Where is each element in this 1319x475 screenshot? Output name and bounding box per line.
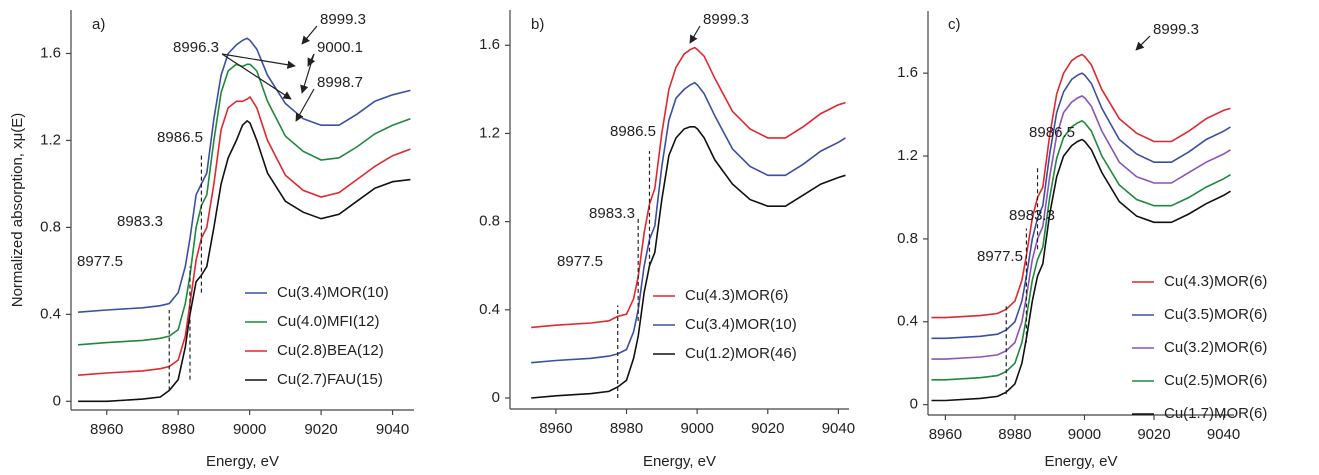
x-tick-label: 9000: [233, 421, 266, 438]
y-tick-label: 0: [492, 389, 500, 406]
y-tick-label: 0.8: [479, 213, 500, 230]
spectrum-line: [78, 37, 411, 313]
legend-label: Cu(2.7)FAU(15): [277, 371, 383, 388]
x-tick-label: 9000: [680, 420, 713, 437]
legend-label: Cu(3.5)MOR(6): [1164, 306, 1267, 323]
marker-label: 8983.3: [589, 205, 635, 222]
peak-arrow: [300, 53, 315, 94]
panel-label: c): [948, 16, 961, 33]
y-axis-label: Normalized absorption, xμ(E): [9, 113, 26, 308]
marker-label: 8986.5: [1029, 124, 1075, 141]
y-tick-label: 1.6: [479, 36, 500, 53]
marker-label: 8977.5: [977, 248, 1023, 265]
peak-label: 9000.1: [317, 39, 363, 56]
x-axis-label: Energy, eV: [206, 453, 279, 470]
marker-label: 8977.5: [77, 253, 123, 270]
x-tick-label: 9020: [1137, 426, 1170, 443]
peak-arrow: [221, 53, 292, 100]
x-axis-label: Energy, eV: [643, 453, 716, 470]
y-tick-label: 1.2: [40, 131, 61, 148]
legend-label: Cu(3.2)MOR(6): [1164, 339, 1267, 356]
panel-label: a): [92, 16, 105, 33]
peak-label: 8996.3: [173, 39, 219, 56]
x-tick-label: 8980: [162, 421, 195, 438]
legend-label: Cu(3.4)MOR(10): [277, 284, 389, 301]
marker-label: 8986.5: [157, 129, 203, 146]
y-tick-label: 0.4: [897, 313, 918, 330]
peak-label: 8999.3: [320, 11, 366, 28]
x-tick-label: 9040: [822, 420, 855, 437]
marker-label: 8977.5: [557, 253, 603, 270]
spectrum-line: [931, 72, 1231, 340]
legend-label: Cu(4.3)MOR(6): [685, 287, 788, 304]
peak-arrow: [301, 25, 318, 45]
y-tick-label: 1.6: [40, 44, 61, 61]
marker-label: 8983.3: [1009, 207, 1055, 224]
x-tick-label: 9000: [1068, 426, 1101, 443]
legend-label: Cu(4.3)MOR(6): [1164, 273, 1267, 290]
x-tick-label: 8980: [610, 420, 643, 437]
panel-label: b): [531, 16, 544, 33]
y-tick-label: 0.4: [479, 301, 500, 318]
spectrum-line: [531, 81, 846, 364]
x-tick-label: 9020: [304, 421, 337, 438]
spectrum-line: [531, 46, 846, 329]
y-tick-label: 0: [910, 396, 918, 413]
x-tick-label: 8960: [929, 426, 962, 443]
peak-arrow: [1135, 35, 1151, 51]
legend-label: Cu(2.8)BEA(12): [277, 342, 384, 359]
spectrum-line: [531, 126, 846, 399]
spectrum-line: [931, 119, 1231, 381]
legend-label: Cu(1.7)MOR(6): [1164, 405, 1267, 422]
x-tick-label: 8960: [90, 421, 123, 438]
y-tick-label: 0.8: [40, 218, 61, 235]
legend-label: Cu(1.2)MOR(46): [685, 345, 797, 362]
spectrum-line: [931, 138, 1231, 402]
marker-label: 8983.3: [117, 213, 163, 230]
spectrum-line: [931, 94, 1231, 360]
y-tick-label: 1.2: [897, 147, 918, 164]
peak-arrow: [295, 88, 315, 122]
x-tick-label: 8960: [539, 420, 572, 437]
peak-label: 8999.3: [703, 11, 749, 28]
peak-label: 8998.7: [317, 74, 363, 91]
marker-label: 8986.5: [610, 123, 656, 140]
x-tick-label: 9040: [1207, 426, 1240, 443]
spectrum-line: [78, 119, 411, 403]
legend-label: Cu(2.5)MOR(6): [1164, 372, 1267, 389]
x-tick-label: 9040: [376, 421, 409, 438]
peak-arrow: [221, 53, 296, 69]
legend-label: Cu(4.0)MFI(12): [277, 313, 380, 330]
y-tick-label: 0: [53, 392, 61, 409]
spectrum-line: [931, 53, 1231, 319]
peak-label: 8999.3: [1153, 21, 1199, 38]
x-tick-label: 8980: [998, 426, 1031, 443]
spectrum-line: [78, 63, 411, 346]
x-tick-label: 9020: [751, 420, 784, 437]
y-tick-label: 1.2: [479, 124, 500, 141]
y-tick-label: 1.6: [897, 64, 918, 81]
x-axis-label: Energy, eV: [1044, 453, 1117, 470]
y-tick-label: 0.8: [897, 230, 918, 247]
y-tick-label: 0.4: [40, 305, 61, 322]
legend-label: Cu(3.4)MOR(10): [685, 316, 797, 333]
spectrum-line: [78, 95, 411, 376]
peak-arrow: [689, 25, 701, 44]
